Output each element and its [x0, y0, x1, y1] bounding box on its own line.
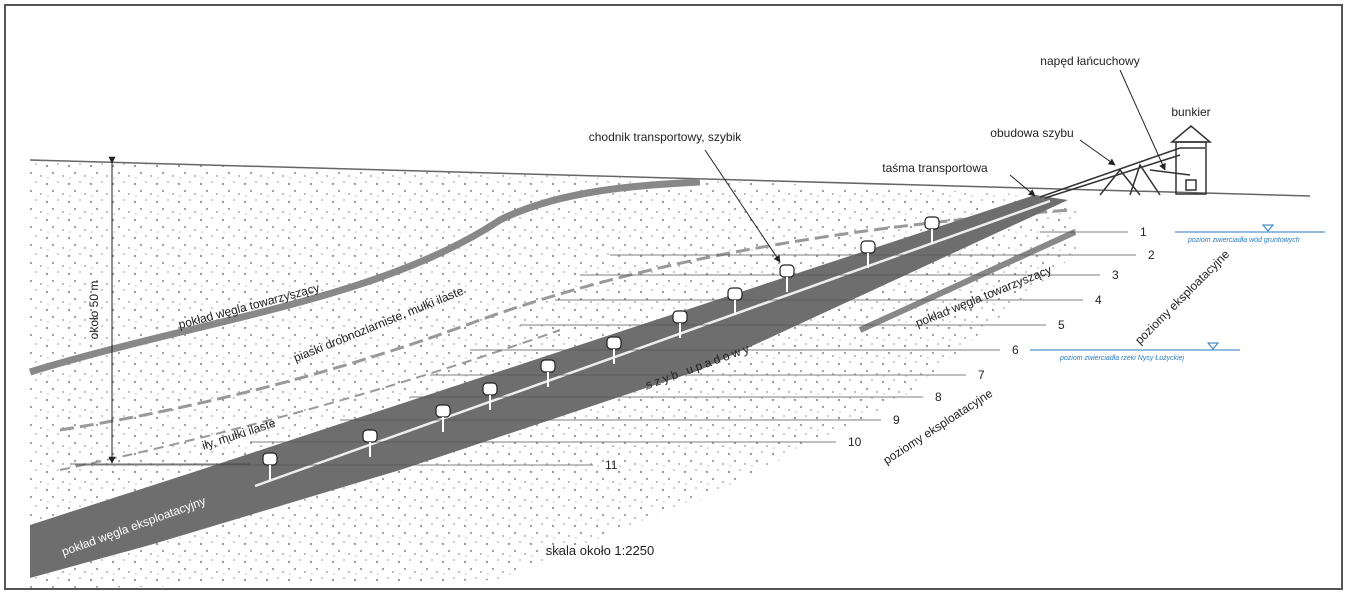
leaders [704, 69, 1166, 263]
label: taśma transportowa [882, 161, 988, 175]
shaft-line [254, 199, 1051, 488]
gallery [262, 452, 278, 466]
label: skala około 1:2250 [546, 543, 654, 558]
label: obudowa szybu [990, 126, 1073, 140]
label: bunkier [1171, 105, 1210, 119]
level-number: 2 [1148, 248, 1155, 262]
gallery [482, 382, 498, 396]
gallery [540, 359, 556, 373]
label: około 50 m [87, 281, 101, 340]
level-number: 1 [1140, 225, 1147, 239]
layer-boundary [59, 208, 1071, 432]
level-number: 6 [1012, 343, 1019, 357]
level-number: 8 [935, 390, 942, 404]
label: poziom zwierciadła rzeki Nysy Łużyckiej [1059, 355, 1185, 362]
coal-seam [28, 178, 701, 376]
level-number: 9 [893, 413, 900, 427]
level-number: 4 [1095, 293, 1102, 307]
level-number: 11 [605, 458, 618, 472]
water-marker [1261, 224, 1275, 232]
level-number: 5 [1058, 318, 1065, 332]
label: poziom zwierciadła wód gruntowych [1187, 237, 1300, 244]
gallery [435, 404, 451, 418]
layer-boundary [59, 329, 561, 471]
gallery [779, 264, 795, 278]
gallery [860, 240, 876, 254]
level-number: 7 [978, 368, 985, 382]
galleries [262, 216, 940, 480]
gallery [924, 216, 940, 230]
label: chodnik transportowy, szybik [589, 130, 743, 144]
gallery [672, 310, 688, 324]
coal-seam-right [858, 229, 1077, 333]
label: napęd łańcuchowy [1040, 54, 1139, 68]
level-number: 3 [1112, 268, 1119, 282]
water-marker [1206, 342, 1220, 350]
gallery [362, 429, 378, 443]
headframe [1039, 125, 1213, 199]
gallery [606, 336, 622, 350]
ground-line [29, 159, 1311, 197]
gallery [727, 287, 743, 301]
level-number: 10 [848, 435, 862, 449]
